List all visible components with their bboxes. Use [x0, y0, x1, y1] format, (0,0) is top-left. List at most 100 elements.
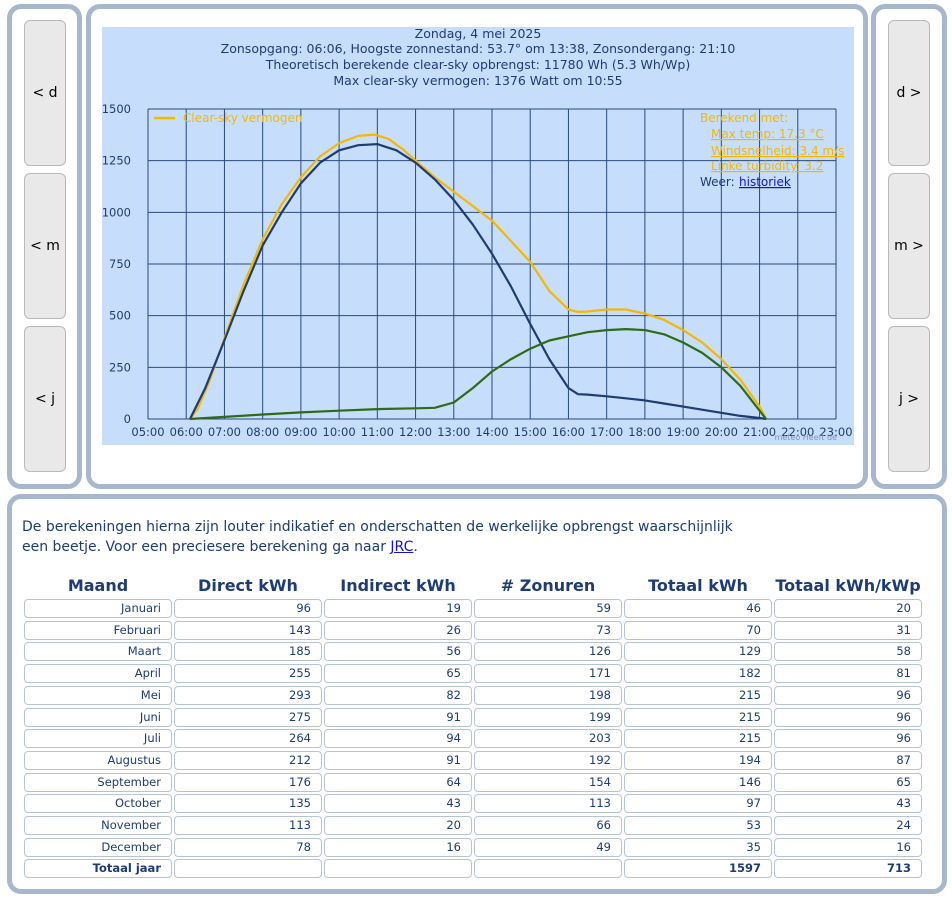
table-cell: 35: [624, 837, 772, 857]
x-tick-label: 16:00: [552, 425, 585, 439]
linke-turbidity-link[interactable]: Linke turbidity: 3.2: [711, 159, 823, 173]
berekend-met-label: Berekend met:: [700, 111, 788, 125]
table-cell: 43: [774, 794, 922, 814]
table-cell: 192: [474, 750, 622, 770]
table-cell: 91: [324, 707, 472, 727]
table-cell: 255: [174, 664, 322, 684]
table-cell: 65: [774, 772, 922, 792]
table-cell: 113: [174, 816, 322, 835]
x-tick-label: 11:00: [361, 425, 394, 439]
historiek-link[interactable]: historiek: [739, 175, 791, 189]
x-tick-label: 12:00: [399, 425, 432, 439]
table-cell: 185: [174, 642, 322, 662]
chart-area: Zondag, 4 mei 2025 Zonsopgang: 06:06, Ho…: [102, 26, 854, 445]
prev-year-button[interactable]: < j: [24, 326, 66, 472]
y-tick-label: 750: [109, 257, 131, 271]
total-row-cell: [174, 859, 322, 879]
table-cell: Februari: [24, 620, 172, 640]
total-row-cell: [474, 859, 622, 879]
table-cell: 96: [774, 729, 922, 749]
table-cell: 215: [624, 685, 772, 705]
intro-text: De berekeningen hierna zijn louter indik…: [22, 517, 762, 557]
x-tick-label: 19:00: [667, 425, 700, 439]
table-cell: 97: [624, 794, 772, 814]
x-tick-label: 06:00: [170, 425, 203, 439]
table-cell: 53: [624, 816, 772, 835]
series-line-direct: [189, 142, 767, 421]
table-cell: 82: [324, 685, 472, 705]
prev-month-button[interactable]: < m: [24, 173, 66, 319]
chart-title: Zondag, 4 mei 2025: [415, 27, 542, 41]
x-tick-label: 08:00: [246, 425, 279, 439]
x-tick-label: 05:00: [131, 425, 164, 439]
x-tick-label: 21:00: [743, 425, 776, 439]
table-cell: 58: [774, 642, 922, 662]
table-cell: 70: [624, 620, 772, 640]
y-tick-label: 1500: [102, 102, 131, 116]
table-cell: December: [24, 837, 172, 857]
col-header-maand: Maand: [67, 576, 129, 595]
table-cell: 26: [324, 620, 472, 640]
max-temp-link[interactable]: Max temp: 17.3 °C: [711, 127, 824, 141]
table-cell: 194: [624, 750, 772, 770]
table-cell: 96: [774, 707, 922, 727]
table-cell: Maart: [24, 642, 172, 662]
x-tick-label: 20:00: [705, 425, 738, 439]
next-year-button[interactable]: j >: [888, 326, 930, 472]
chart-subtitle-1: Zonsopgang: 06:06, Hoogste zonnestand: 5…: [221, 41, 736, 56]
x-tick-label: 13:00: [437, 425, 470, 439]
total-row-cell: [324, 859, 472, 879]
x-tick-label: 15:00: [514, 425, 547, 439]
next-month-button[interactable]: m >: [888, 173, 930, 319]
table-cell: 129: [624, 642, 772, 662]
jrc-link[interactable]: JRC: [390, 539, 414, 555]
table-cell: 154: [474, 772, 622, 792]
table-cell: 56: [324, 642, 472, 662]
table-cell: 59: [474, 599, 622, 618]
table-cell: 96: [774, 685, 922, 705]
table-cell: 171: [474, 664, 622, 684]
chart-annotations: Berekend met: Max temp: 17.3 °C Windsnel…: [700, 111, 844, 189]
table-cell: 126: [474, 642, 622, 662]
windsnelheid-link[interactable]: Windsnelheid: 3.4 m/s: [711, 144, 844, 158]
table-cell: 24: [774, 816, 922, 835]
col-header-totaal-kwp: Totaal kWh/kWp: [775, 576, 921, 595]
table-cell: October: [24, 794, 172, 814]
y-tick-label: 1000: [102, 205, 131, 219]
x-tick-label: 07:00: [208, 425, 241, 439]
intro-end: .: [413, 539, 418, 555]
table-cell: 94: [324, 729, 472, 749]
x-tick-label: 17:00: [590, 425, 623, 439]
x-tick-label: 18:00: [628, 425, 661, 439]
chart-subtitle-3: Max clear-sky vermogen: 1376 Watt om 10:…: [333, 73, 622, 88]
series-line-indirect: [189, 328, 767, 421]
x-tick-label: 10:00: [323, 425, 356, 439]
table-cell: 66: [474, 816, 622, 835]
table-cell: 91: [324, 750, 472, 770]
table-cell: 96: [174, 599, 322, 618]
table-cell: 20: [774, 599, 922, 618]
total-row-cell: 1597: [624, 859, 772, 879]
weer-label: Weer:: [700, 175, 735, 189]
table-cell: 176: [174, 772, 322, 792]
chart-series: [189, 133, 768, 421]
table-cell: Mei: [24, 685, 172, 705]
intro-body: De berekeningen hierna zijn louter indik…: [22, 519, 733, 555]
table-cell: 215: [624, 707, 772, 727]
table-cell: 16: [324, 837, 472, 857]
table-cell: 87: [774, 750, 922, 770]
table-cell: 78: [174, 837, 322, 857]
chart-ticks: 05:00 06:00 07:00 08:00 09:00 10:00 11:00 12:00…: [102, 102, 853, 439]
table-cell: 212: [174, 750, 322, 770]
x-tick-label: 09:00: [284, 425, 317, 439]
table-cell: Juni: [24, 707, 172, 727]
prev-day-button[interactable]: < d: [24, 20, 66, 166]
next-day-button[interactable]: d >: [888, 20, 930, 166]
chart-watermark: meteo Heeft de: [775, 433, 838, 442]
table-cell: 293: [174, 685, 322, 705]
table-cell: 146: [624, 772, 772, 792]
table-cell: 203: [474, 729, 622, 749]
table-cell: 16: [774, 837, 922, 857]
table-cell: 113: [474, 794, 622, 814]
y-tick-label: 1250: [102, 154, 131, 168]
